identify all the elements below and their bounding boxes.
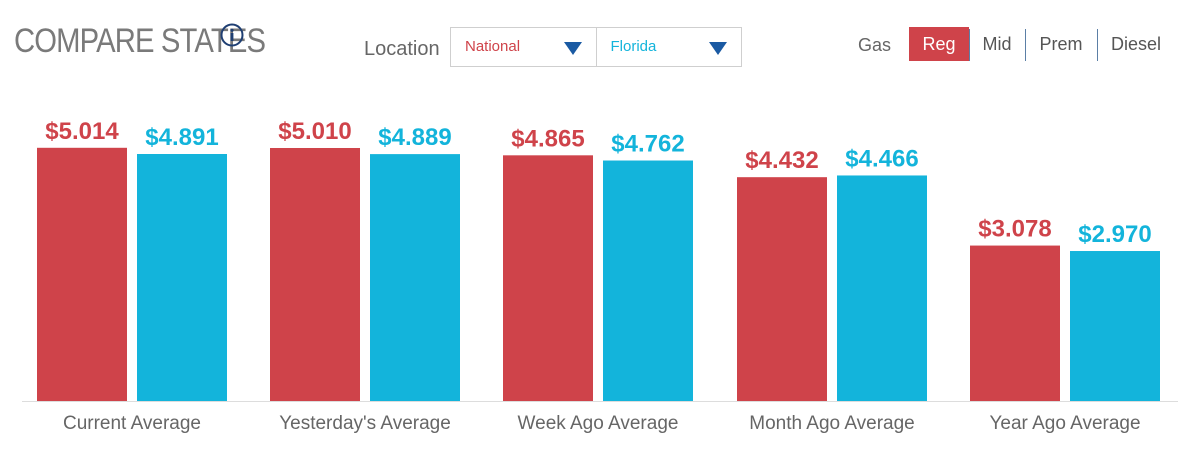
category-label-3: Month Ago Average bbox=[749, 413, 915, 434]
category-label-0: Current Average bbox=[63, 413, 201, 434]
bar-national-3 bbox=[737, 177, 827, 401]
data-label-florida-4: $2.970 bbox=[1078, 221, 1151, 248]
bar-national-0 bbox=[37, 147, 127, 401]
data-label-florida-3: $4.466 bbox=[845, 145, 918, 172]
location-label: Location bbox=[364, 38, 440, 60]
category-label-1: Yesterday's Average bbox=[279, 413, 451, 434]
bar-national-1 bbox=[270, 147, 360, 401]
tab-mid[interactable]: Mid bbox=[969, 27, 1025, 61]
tab-prem[interactable]: Prem bbox=[1025, 27, 1097, 61]
fuel-label: Gas bbox=[858, 35, 892, 55]
bar-florida-2 bbox=[603, 160, 693, 401]
tab-reg[interactable]: Reg bbox=[909, 27, 969, 61]
location-selects: National Florida bbox=[450, 27, 742, 67]
data-label-national-3: $4.432 bbox=[745, 147, 818, 174]
bar-florida-4 bbox=[1070, 251, 1160, 401]
data-label-florida-1: $4.889 bbox=[378, 124, 451, 151]
data-label-national-2: $4.865 bbox=[511, 125, 584, 152]
data-label-florida-0: $4.891 bbox=[145, 124, 218, 151]
location-select-florida-value: Florida bbox=[610, 38, 657, 55]
fuel-type-tabs: Reg Mid Prem Diesel bbox=[909, 27, 1175, 61]
data-label-national-0: $5.014 bbox=[45, 118, 119, 145]
bar-florida-1 bbox=[370, 154, 460, 401]
category-label-4: Year Ago Average bbox=[989, 413, 1140, 434]
data-label-florida-2: $4.762 bbox=[611, 131, 684, 158]
bar-florida-0 bbox=[137, 154, 227, 401]
bar-national-2 bbox=[503, 155, 593, 401]
bar-florida-3 bbox=[837, 175, 927, 401]
location-select-florida[interactable]: Florida bbox=[595, 28, 742, 66]
location-select-national[interactable]: National bbox=[451, 28, 596, 66]
caret-down-icon bbox=[709, 42, 727, 55]
info-circle-icon[interactable] bbox=[220, 23, 244, 47]
data-label-national-4: $3.078 bbox=[978, 216, 1051, 243]
data-label-national-1: $5.010 bbox=[278, 118, 351, 145]
caret-down-icon bbox=[563, 42, 582, 55]
location-select-national-value: National bbox=[465, 38, 521, 55]
tab-diesel[interactable]: Diesel bbox=[1097, 27, 1175, 61]
bar-national-4 bbox=[970, 245, 1060, 401]
category-label-2: Week Ago Average bbox=[518, 413, 679, 434]
